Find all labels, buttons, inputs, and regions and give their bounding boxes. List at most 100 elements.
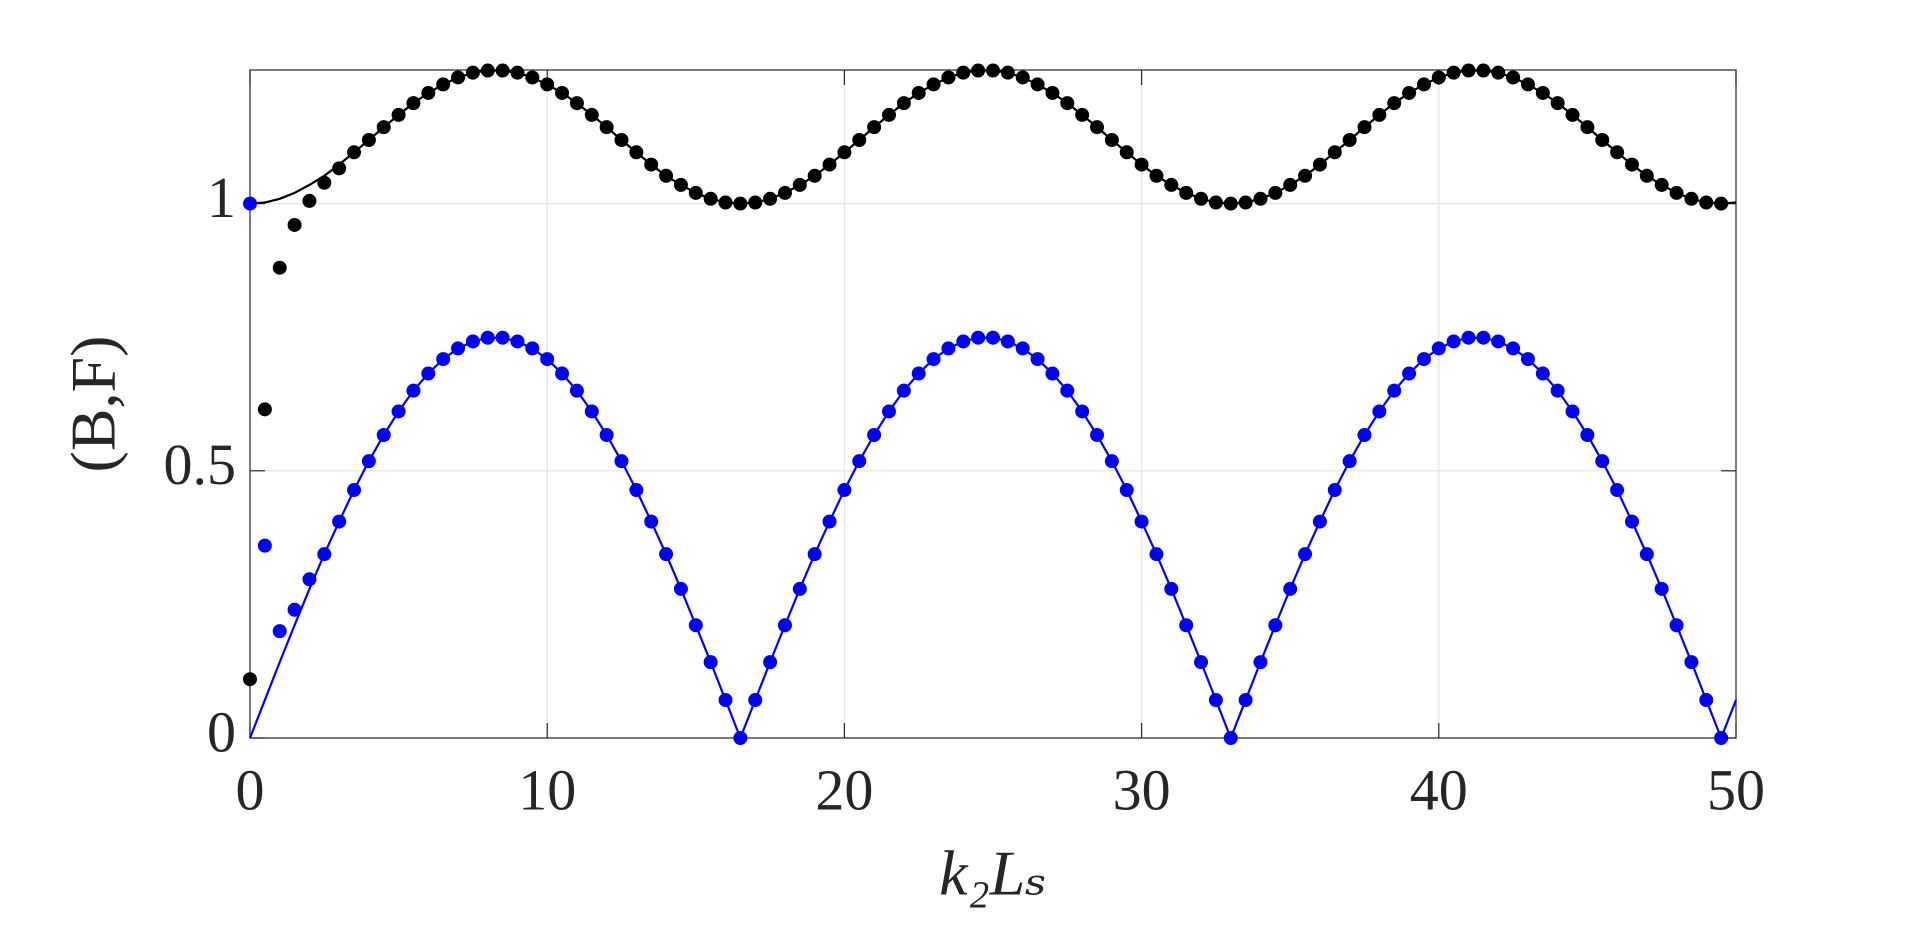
data-point: [332, 514, 347, 529]
data-point: [376, 427, 391, 442]
data-point: [1595, 133, 1610, 148]
data-point: [272, 260, 287, 275]
data-point: [1654, 581, 1669, 596]
data-point: [1402, 366, 1417, 381]
data-point: [1520, 352, 1535, 367]
data-point: [881, 107, 896, 122]
data-point: [867, 427, 882, 442]
data-point: [1446, 65, 1461, 80]
data-point: [465, 65, 480, 80]
data-point: [1000, 65, 1015, 80]
data-point: [436, 77, 451, 92]
data-point: [1387, 383, 1402, 398]
data-point: [644, 157, 659, 172]
data-point: [926, 77, 941, 92]
data-point: [1194, 191, 1209, 206]
data-point: [956, 65, 971, 80]
data-point: [673, 581, 688, 596]
x-tick-label: 40: [1410, 757, 1468, 822]
data-point: [1550, 383, 1565, 398]
data-point: [941, 341, 956, 356]
data-point: [406, 96, 421, 111]
data-point: [1684, 191, 1699, 206]
data-point: [1298, 168, 1313, 183]
data-point: [941, 70, 956, 85]
data-point: [1372, 404, 1387, 419]
data-point: [1134, 514, 1149, 529]
data-point: [406, 383, 421, 398]
data-point: [272, 624, 287, 639]
data-point: [451, 70, 466, 85]
data-point: [510, 334, 525, 349]
data-point: [287, 602, 302, 617]
data-point: [555, 366, 570, 381]
data-point: [1595, 454, 1610, 469]
data-point: [1580, 427, 1595, 442]
data-point: [421, 85, 436, 100]
data-point: [525, 70, 540, 85]
data-point: [495, 63, 510, 78]
data-point: [852, 454, 867, 469]
data-point: [302, 572, 317, 587]
data-point: [1654, 177, 1669, 192]
data-point: [1684, 655, 1699, 670]
data-point: [317, 175, 332, 190]
data-point: [347, 145, 362, 160]
data-point: [1104, 454, 1119, 469]
data-point: [703, 655, 718, 670]
data-point: [659, 547, 674, 562]
data-point: [1119, 483, 1134, 498]
data-point: [599, 120, 614, 135]
x-tick-label: 10: [518, 757, 576, 822]
data-point: [1624, 514, 1639, 529]
data-point: [1194, 655, 1209, 670]
data-point: [896, 383, 911, 398]
data-point: [1312, 157, 1327, 172]
data-point: [1283, 581, 1298, 596]
data-point: [763, 655, 778, 670]
data-point: [243, 672, 257, 687]
data-point: [569, 96, 584, 111]
data-point: [688, 185, 703, 200]
data-point: [1476, 330, 1491, 345]
data-point: [688, 618, 703, 633]
data-point: [1283, 177, 1298, 192]
data-point: [1431, 70, 1446, 85]
data-point: [451, 341, 466, 356]
data-point: [1461, 63, 1476, 78]
x-tick-label: 30: [1113, 757, 1171, 822]
data-point: [317, 547, 332, 562]
data-point: [1476, 63, 1491, 78]
data-point: [777, 185, 792, 200]
y-axis-label: (B,F): [58, 336, 129, 473]
data-point: [376, 120, 391, 135]
data-point: [1090, 120, 1105, 135]
data-point: [1565, 107, 1580, 122]
data-point: [718, 195, 733, 210]
data-point: [807, 547, 822, 562]
data-point: [480, 63, 495, 78]
data-point: [1030, 352, 1045, 367]
x-tick-label: 0: [236, 757, 265, 822]
data-point: [1461, 330, 1476, 345]
data-point: [1179, 185, 1194, 200]
data-point: [465, 334, 480, 349]
data-point: [733, 196, 748, 211]
data-point: [287, 217, 302, 232]
data-point: [510, 65, 525, 80]
data-point: [1416, 352, 1431, 367]
data-point: [1045, 85, 1060, 100]
data-point: [1431, 341, 1446, 356]
data-point: [896, 96, 911, 111]
data-point: [1312, 514, 1327, 529]
y-tick-label: 0: [207, 699, 236, 764]
data-point: [1045, 366, 1060, 381]
data-point: [1610, 483, 1625, 498]
data-point: [1402, 85, 1417, 100]
data-point: [1342, 133, 1357, 148]
data-point: [1639, 547, 1654, 562]
data-point: [1134, 157, 1149, 172]
data-point: [1149, 168, 1164, 183]
data-point: [614, 133, 629, 148]
